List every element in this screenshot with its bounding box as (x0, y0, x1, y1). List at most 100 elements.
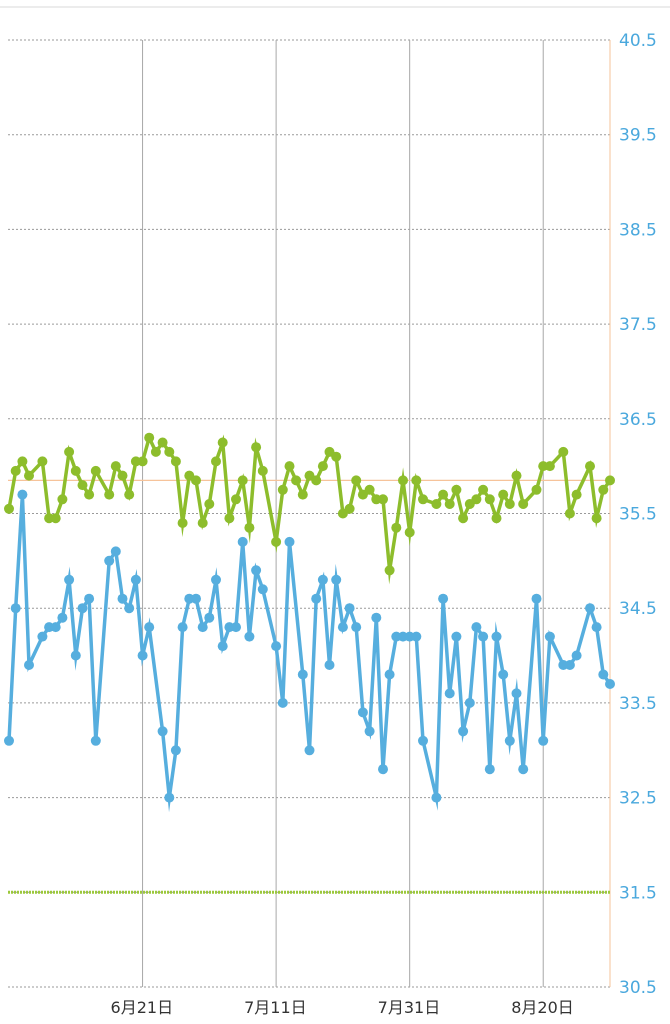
x-tick-label-1: 7月11日 (244, 998, 307, 1017)
data-point-0-58 (411, 475, 422, 486)
data-point-1-64 (471, 622, 482, 633)
y-axis-ticks: 40.5 39.5 38.5 37.5 36.5 35.5 34.5 33.5 32.5 31.5… (619, 31, 657, 998)
data-point-0-51 (364, 484, 375, 495)
data-point-0-23 (170, 456, 181, 467)
data-point-1-3 (24, 660, 34, 670)
data-point-1-13 (104, 555, 115, 566)
data-point-0-79 (571, 489, 582, 500)
data-point-1-61 (451, 631, 462, 642)
data-point-1-19 (144, 622, 155, 633)
data-point-1-4 (37, 631, 48, 642)
data-point-0-26 (191, 475, 201, 486)
x-tick-label-0: 6月21日 (111, 998, 174, 1017)
data-point-1-26 (197, 622, 208, 633)
data-point-1-70 (511, 688, 522, 699)
data-point-0-64 (458, 513, 469, 524)
data-point-0-20 (150, 446, 161, 457)
data-point-1-68 (498, 669, 509, 680)
data-point-1-81 (605, 679, 615, 689)
y-tick-label-0: 40.5 (619, 31, 657, 51)
data-point-0-27 (197, 518, 208, 528)
data-point-0-8 (64, 446, 75, 457)
x-axis-ticks: 6月21日 7月11日 7月31日 8月20日 (111, 998, 574, 1017)
y-tick-label-9: 31.5 (619, 883, 657, 903)
data-point-1-43 (324, 660, 335, 670)
data-point-1-16 (124, 603, 135, 614)
data-point-0-13 (104, 489, 115, 500)
data-point-1-39 (297, 669, 308, 680)
data-point-1-67 (491, 631, 502, 642)
data-point-0-37 (271, 536, 282, 547)
data-point-0-34 (244, 522, 255, 533)
data-point-1-56 (411, 631, 422, 642)
data-point-0-6 (50, 513, 61, 524)
data-point-1-48 (357, 707, 368, 718)
data-point-0-57 (404, 527, 415, 538)
data-point-0-39 (284, 461, 295, 472)
data-point-1-8 (64, 574, 75, 585)
data-point-1-2 (17, 489, 28, 500)
data-point-0-78 (564, 508, 575, 519)
vertical-gridlines (142, 40, 544, 987)
data-point-0-33 (237, 475, 248, 486)
y-tick-label-2: 38.5 (619, 220, 657, 240)
data-point-1-12 (90, 735, 101, 746)
data-point-0-48 (344, 503, 355, 514)
x-tick-label-2: 7月31日 (378, 998, 441, 1017)
data-point-0-31 (224, 513, 235, 524)
data-point-1-62 (458, 726, 469, 737)
data-point-1-69 (504, 735, 515, 746)
data-point-1-1 (10, 603, 21, 614)
data-point-0-46 (331, 451, 342, 462)
data-point-1-36 (271, 641, 282, 652)
data-point-1-33 (244, 631, 255, 642)
data-point-1-41 (311, 593, 322, 604)
data-point-1-73 (538, 735, 549, 746)
data-point-0-73 (518, 499, 529, 509)
data-point-1-6 (50, 622, 61, 633)
data-point-0-16 (124, 489, 135, 500)
data-point-1-37 (277, 697, 288, 708)
data-point-0-1 (10, 465, 21, 476)
series-line-1 (7, 494, 612, 813)
data-point-1-31 (231, 622, 241, 633)
data-point-1-11 (84, 593, 95, 604)
data-point-0-56 (398, 475, 408, 486)
data-point-1-74 (544, 631, 555, 642)
series-0 (4, 432, 615, 585)
data-point-1-51 (378, 764, 388, 775)
data-point-1-66 (484, 764, 495, 775)
y-tick-label-3: 37.5 (619, 315, 657, 335)
data-point-0-14 (110, 461, 121, 472)
data-point-0-40 (291, 475, 302, 486)
data-point-0-83 (605, 475, 615, 486)
data-point-0-66 (471, 494, 482, 505)
data-point-1-22 (170, 745, 181, 756)
y-tick-label-4: 36.5 (619, 410, 657, 430)
y-tick-label-7: 33.5 (619, 694, 657, 714)
y-tick-label-5: 35.5 (619, 505, 657, 525)
data-point-1-80 (598, 669, 609, 680)
data-point-0-35 (251, 442, 262, 453)
y-tick-label-1: 39.5 (619, 126, 657, 146)
data-point-1-49 (364, 726, 375, 737)
data-point-1-42 (317, 574, 328, 585)
data-point-1-34 (251, 565, 262, 576)
data-point-1-0 (4, 735, 14, 746)
data-point-0-70 (498, 489, 509, 500)
data-point-1-18 (137, 650, 148, 661)
data-point-0-10 (77, 480, 88, 491)
data-point-0-44 (317, 461, 328, 472)
data-point-0-43 (311, 475, 322, 486)
data-point-1-38 (284, 536, 295, 547)
series-1 (4, 489, 615, 813)
data-point-1-63 (464, 697, 475, 708)
data-point-1-47 (351, 622, 362, 633)
data-point-1-77 (571, 650, 582, 661)
data-point-0-29 (211, 456, 221, 467)
data-point-0-38 (277, 484, 288, 495)
data-point-0-19 (144, 432, 155, 443)
data-point-0-68 (484, 494, 495, 505)
data-point-1-28 (211, 574, 221, 585)
